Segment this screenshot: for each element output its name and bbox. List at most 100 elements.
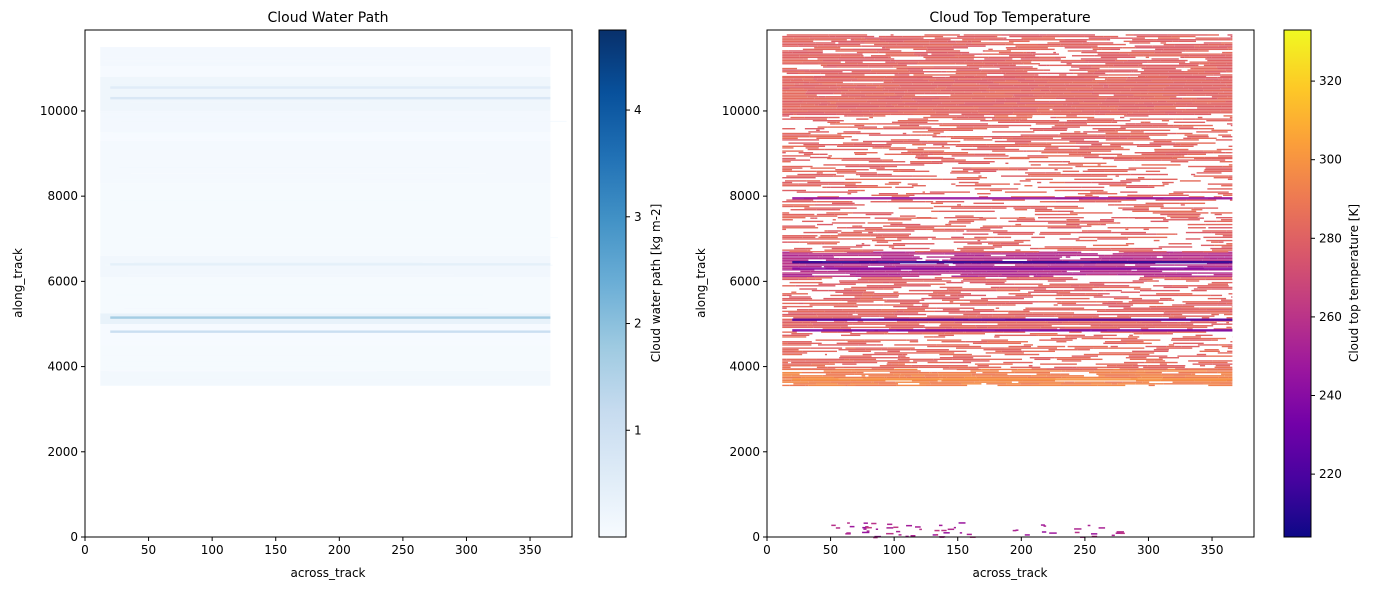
heatmap-cell (1178, 257, 1210, 260)
heatmap-cell (808, 299, 842, 301)
heatmap-cell (1176, 112, 1209, 114)
heatmap-cell (1093, 91, 1121, 93)
heatmap-cell (1058, 277, 1073, 279)
heatmap-cell (808, 253, 849, 255)
heatmap-cell (1137, 302, 1164, 305)
heatmap-cell (989, 153, 996, 156)
heatmap-cell (1013, 183, 1021, 185)
heatmap-cell (1075, 142, 1104, 144)
heatmap-cell (782, 225, 816, 227)
heatmap-cell (1171, 78, 1206, 80)
heatmap-cell (1015, 110, 1038, 112)
heatmap-cell (1070, 112, 1100, 114)
heatmap-cell (887, 333, 923, 335)
heatmap-cell (872, 83, 913, 85)
heatmap-cell (1036, 334, 1039, 337)
heatmap-cell (782, 238, 820, 240)
heatmap-cell (1054, 102, 1073, 104)
heatmap-cell (980, 120, 989, 122)
heatmap-streak (792, 329, 1233, 332)
heatmap-cell (812, 323, 849, 325)
heatmap-cell (1020, 81, 1048, 84)
heatmap-cell (1110, 144, 1140, 146)
heatmap-cell (1182, 304, 1218, 306)
heatmap-cell (1217, 360, 1233, 362)
heatmap-cell (1012, 297, 1024, 300)
heatmap-cell (932, 99, 961, 101)
heatmap-cell (820, 64, 827, 67)
heatmap-cell (1070, 91, 1094, 93)
heatmap-cell (1108, 305, 1131, 308)
heatmap-cell (855, 310, 897, 313)
heatmap-cell (972, 145, 990, 148)
heatmap-cell (1018, 105, 1054, 108)
heatmap-cell (1096, 310, 1135, 313)
heatmap-cell (1218, 344, 1228, 346)
heatmap-cell (1116, 222, 1121, 224)
heatmap-cell (1133, 313, 1171, 316)
heatmap-cell (915, 155, 925, 157)
heatmap-cell (1101, 321, 1137, 324)
heatmap-cell (911, 97, 940, 100)
heatmap-cell (782, 277, 808, 279)
heatmap-cell (1060, 61, 1089, 63)
heatmap-cell (1199, 337, 1226, 340)
heatmap-cell (890, 139, 908, 141)
heatmap-cell (886, 363, 892, 365)
heatmap-cell (805, 247, 813, 250)
heatmap-cell (1135, 102, 1139, 104)
heatmap-cell (807, 379, 814, 382)
heatmap-cell (823, 164, 860, 166)
heatmap-cell (1164, 275, 1207, 277)
heatmap-cell (988, 315, 993, 317)
heatmap-cell (1221, 299, 1233, 301)
heatmap-cell (917, 55, 921, 57)
heatmap-cell (929, 191, 941, 193)
heatmap-cell (885, 40, 904, 43)
heatmap-cell (811, 272, 846, 274)
heatmap-cell (1136, 269, 1160, 271)
heatmap-cell (902, 35, 922, 38)
heatmap-cell (1146, 105, 1155, 108)
heatmap-cell (1014, 371, 1051, 374)
heatmap-cell (818, 96, 826, 98)
heatmap-cell (924, 155, 928, 157)
heatmap-cell (906, 376, 926, 379)
heatmap-cell (1127, 76, 1131, 79)
heatmap-cell (983, 157, 1025, 160)
heatmap-cell (933, 153, 975, 156)
heatmap-texture (112, 131, 373, 133)
heatmap-cell (854, 153, 867, 156)
heatmap-cell (1176, 269, 1209, 271)
heatmap-cell (1061, 270, 1067, 273)
heatmap-cell (1206, 275, 1217, 277)
heatmap-cell (798, 152, 814, 154)
heatmap-cell (1176, 272, 1198, 274)
heatmap-cell (1138, 64, 1177, 67)
heatmap-cell (1198, 48, 1229, 51)
heatmap-cell (1014, 142, 1028, 144)
heatmap-cell (1056, 116, 1095, 119)
heatmap-cell (1004, 191, 1047, 193)
heatmap-cell (1017, 288, 1047, 290)
heatmap-cell (988, 56, 1025, 59)
heatmap-cell (916, 217, 932, 219)
heatmap-cell (978, 112, 990, 114)
heatmap-cell (1178, 150, 1204, 152)
heatmap-cell (782, 315, 818, 317)
heatmap-cell (1006, 139, 1047, 141)
heatmap-cell (853, 360, 868, 362)
heatmap-cell (893, 373, 901, 375)
heatmap-cell (1133, 86, 1166, 88)
heatmap-cell (1135, 264, 1175, 266)
heatmap-cell (1017, 80, 1035, 82)
heatmap-cell (950, 294, 958, 297)
heatmap-cell (1147, 92, 1179, 95)
heatmap-cell (1074, 96, 1109, 98)
heatmap-cell (941, 71, 947, 73)
heatmap-cell (1101, 48, 1111, 51)
heatmap-cell (1014, 315, 1055, 317)
heatmap-cell (1091, 66, 1109, 68)
heatmap-cell (1170, 217, 1198, 219)
heatmap-cell (1160, 213, 1201, 216)
